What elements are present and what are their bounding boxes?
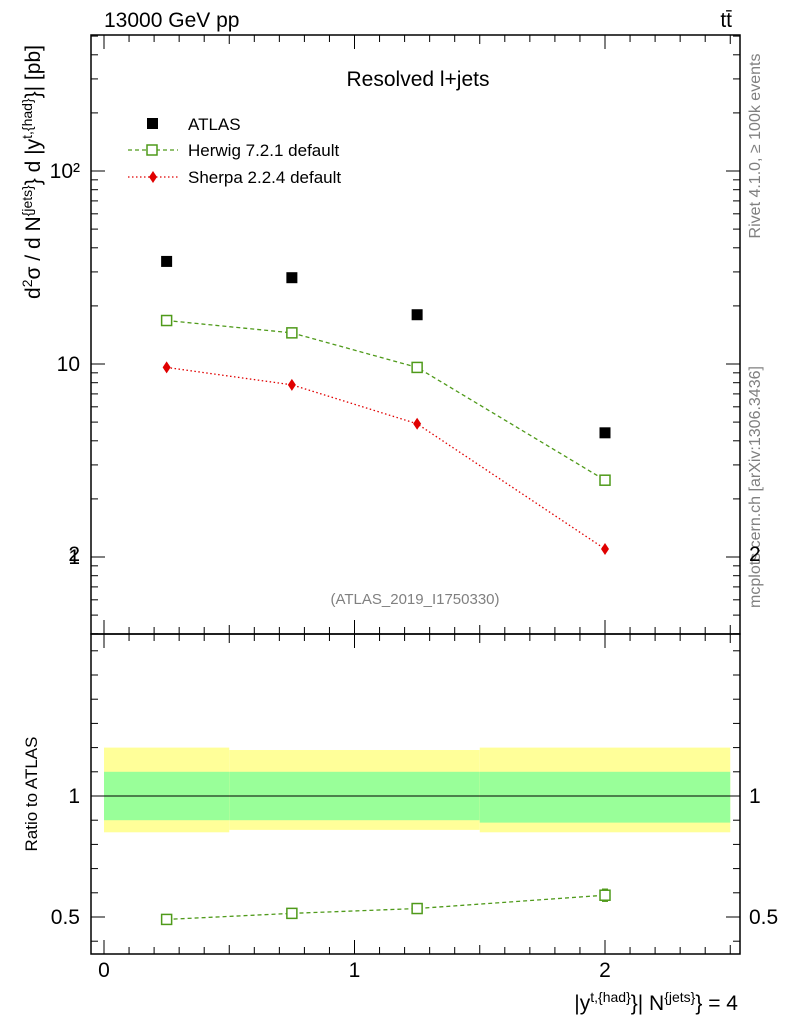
ratio-panel: 0.5 0.51 12 20 1 2 Ratio to ATLAS |yt,{had}}|… — [22, 543, 778, 1015]
analysis-id-label: (ATLAS_2019_I1750330) — [330, 591, 499, 608]
main-point-sherpa-0 — [162, 361, 171, 374]
ratio-stat-band-2 — [479, 771, 731, 823]
main-axis-ticks — [91, 35, 740, 635]
mcplots-label: mcplots.cern.ch [arXiv:1306.3436] — [747, 366, 764, 608]
main-y-tick-label: 10² — [50, 160, 80, 183]
legend-marker-herwig — [146, 144, 158, 156]
main-panel: 1 10 10² Resolved l+jets ATLAS Herwig 7.2.… — [19, 34, 741, 635]
legend: ATLAS Herwig 7.2.1 default Sherpa 2.2.4 … — [128, 115, 341, 187]
main-point-atlas-2 — [411, 309, 423, 321]
main-line-sherpa — [166, 366, 606, 550]
ratio-series-markers — [160, 888, 611, 926]
ratio-y-axis-label: Ratio to ATLAS — [22, 737, 41, 852]
main-series-lines — [166, 319, 606, 550]
main-y-tick-label: 1 — [68, 546, 80, 569]
main-y-tick-label: 10 — [57, 353, 80, 376]
rivet-version-label: Rivet 4.1.0, ≥ 100k events — [747, 54, 764, 239]
legend-marker-atlas — [147, 118, 158, 129]
ratio-y-tick-label-left: 1 — [68, 785, 80, 808]
main-point-herwig-2 — [411, 361, 423, 374]
ratio-point-herwig-1 — [286, 907, 298, 920]
ratio-y-tick-label-right: 0.5 — [749, 906, 778, 929]
main-point-sherpa-1 — [287, 378, 296, 391]
process-label: tt̄ — [720, 9, 732, 32]
main-point-atlas-0 — [161, 255, 173, 267]
ratio-uncertainty-bands — [104, 747, 731, 833]
x-tick-label: 1 — [349, 959, 361, 982]
ratio-series-lines — [166, 894, 606, 921]
ratio-point-herwig-2 — [411, 902, 423, 915]
main-line-herwig — [166, 319, 606, 481]
ratio-line-herwig — [166, 894, 606, 921]
ratio-tick-labels: 0.5 0.51 12 20 1 2 — [51, 543, 778, 982]
ratio-y-tick-label-left: 0.5 — [51, 906, 80, 929]
main-point-atlas-1 — [286, 272, 298, 284]
ratio-plot-frame — [90, 633, 741, 955]
ratio-y-tick-label-right: 1 — [749, 785, 761, 808]
main-y-tick-labels: 1 10 10² — [50, 160, 80, 569]
main-point-sherpa-2 — [413, 417, 422, 430]
ratio-y-tick-label-right: 2 — [749, 543, 761, 566]
main-point-herwig-3 — [599, 474, 611, 486]
main-series-markers — [160, 255, 611, 556]
x-tick-label: 2 — [599, 959, 611, 982]
main-point-herwig-1 — [286, 327, 298, 339]
ratio-y-tick-label-left: 2 — [68, 543, 80, 566]
legend-label-sherpa: Sherpa 2.2.4 default — [188, 168, 341, 187]
energy-label: 13000 GeV pp — [104, 9, 239, 32]
x-tick-label: 0 — [98, 959, 110, 982]
legend-label-atlas: ATLAS — [188, 115, 241, 134]
x-axis-label: |yt,{had}}| N{jets}} = 4 — [574, 989, 738, 1015]
main-y-axis-label: d2σ / d N{jets}} d |yt,{had}}| [pb] — [19, 45, 45, 299]
main-point-sherpa-3 — [601, 543, 609, 556]
ratio-axis-ticks — [91, 634, 740, 954]
ratio-point-herwig-3 — [599, 889, 611, 901]
main-point-herwig-0 — [160, 314, 173, 327]
legend-label-herwig: Herwig 7.2.1 default — [188, 141, 339, 160]
ratio-point-herwig-0 — [160, 913, 173, 926]
main-point-atlas-3 — [599, 427, 611, 439]
legend-marker-sherpa — [149, 171, 157, 183]
main-chart-title: Resolved l+jets — [347, 68, 490, 91]
